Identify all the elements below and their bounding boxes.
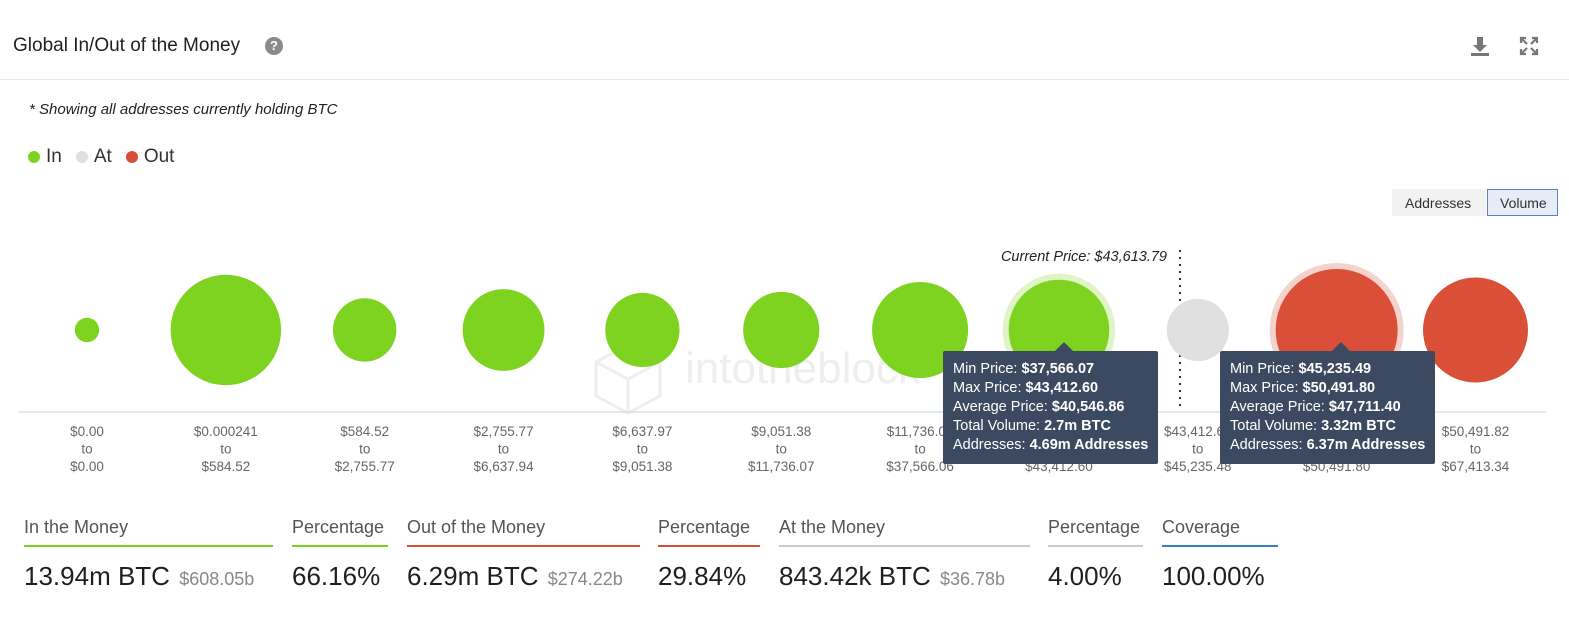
tooltip-row: Min Price: $37,566.07: [953, 361, 1095, 377]
x-tick-separator: to: [637, 442, 648, 457]
x-tick-to: $6,637.94: [474, 459, 535, 474]
x-tick-to: $67,413.34: [1442, 459, 1510, 474]
stat-label: Percentage: [1048, 517, 1143, 547]
tooltip-row: Total Volume: 2.7m BTC: [953, 418, 1111, 434]
stat-usd-value: $608.05b: [179, 569, 255, 589]
stat-label: In the Money: [24, 517, 273, 547]
x-tick-to: $9,051.38: [612, 459, 672, 474]
stat-label: Percentage: [658, 517, 760, 547]
x-tick-from: $2,755.77: [474, 424, 534, 439]
legend-item-at[interactable]: At: [75, 146, 112, 168]
x-tick-from: $11,736.07: [887, 424, 954, 439]
stat-usd-value: $36.78b: [939, 569, 1006, 589]
stat-at-percentage: Percentage 4.00%: [1048, 517, 1143, 592]
holding-note: * Showing all addresses currently holdin…: [29, 101, 338, 118]
tooltip-bubble-8: Min Price: $37,566.07 Max Price: $43,412…: [943, 342, 1159, 464]
fullscreen-icon[interactable]: [1517, 34, 1541, 58]
stat-value: 29.84%: [658, 561, 747, 591]
stat-usd-value: $274.22b: [547, 569, 623, 589]
tooltip-row: Average Price: $40,546.86: [953, 399, 1125, 415]
x-tick-from: $0.00: [70, 424, 104, 439]
x-tick-separator: to: [914, 442, 925, 457]
tooltip-row: Addresses: 6.37m Addresses: [1230, 437, 1426, 453]
stat-value: 4.00%: [1048, 561, 1122, 591]
bubble-2[interactable]: [170, 274, 282, 386]
bubble-4[interactable]: [462, 289, 545, 371]
x-tick-to: $11,736.07: [748, 459, 815, 474]
x-tick-from: $50,491.82: [1442, 424, 1510, 439]
stat-value: 66.16%: [292, 561, 381, 591]
stat-label: Percentage: [292, 517, 388, 547]
x-tick-to: $0.00: [70, 459, 104, 474]
legend-item-out[interactable]: Out: [125, 146, 175, 168]
legend-dot-in: [28, 151, 40, 163]
x-tick-to: $2,755.77: [335, 459, 395, 474]
x-tick-separator: to: [498, 442, 509, 457]
x-tick-separator: to: [359, 442, 370, 457]
x-tick-separator: to: [776, 442, 787, 457]
x-tick-separator: to: [1192, 442, 1203, 457]
stat-value: 843.42k BTC $36.78b: [779, 561, 1006, 591]
x-tick-to: $584.52: [201, 459, 250, 474]
legend-dot-at: [75, 151, 88, 163]
stat-label: At the Money: [779, 517, 1030, 547]
legend-label-at: At: [93, 146, 112, 167]
chart-title: Global In/Out of the Money: [13, 35, 241, 56]
help-icon[interactable]: ?: [265, 37, 283, 55]
x-tick-separator: to: [81, 442, 92, 457]
bubble-11[interactable]: [1423, 277, 1528, 383]
stat-out-percentage: Percentage 29.84%: [658, 517, 760, 592]
stat-out-of-the-money: Out of the Money 6.29m BTC $274.22b: [407, 517, 640, 592]
x-tick-from: $9,051.38: [751, 424, 811, 439]
x-tick-from: $43,412.61: [1164, 424, 1232, 439]
volume-toggle-button[interactable]: Volume: [1487, 189, 1558, 216]
current-price-label: Current Price: $43,613.79: [1001, 249, 1167, 265]
stat-at-the-money: At the Money 843.42k BTC $36.78b: [779, 517, 1030, 592]
x-tick-to: $45,235.48: [1164, 459, 1232, 474]
legend-dot-out: [125, 151, 138, 163]
bubble-5[interactable]: [605, 292, 680, 368]
x-tick-separator: to: [1470, 442, 1481, 457]
stat-label: Coverage: [1162, 517, 1278, 547]
addresses-toggle-button[interactable]: Addresses: [1392, 189, 1486, 216]
stat-in-percentage: Percentage 66.16%: [292, 517, 388, 592]
chart-header: Global In/Out of the Money ?: [0, 0, 1569, 80]
bubble-1[interactable]: [74, 317, 100, 343]
bubble-6[interactable]: [743, 291, 820, 369]
bubble-9[interactable]: [1166, 298, 1229, 362]
tooltip-row: Average Price: $47,711.40: [1230, 399, 1401, 415]
tooltip-row: Max Price: $43,412.60: [953, 380, 1099, 396]
download-icon[interactable]: [1468, 34, 1492, 58]
stat-coverage: Coverage 100.00%: [1162, 517, 1278, 592]
bubble-3[interactable]: [333, 298, 397, 362]
legend-item-in[interactable]: In: [28, 146, 62, 168]
stat-value: 6.29m BTC $274.22b: [407, 561, 623, 591]
stat-value: 100.00%: [1162, 561, 1265, 591]
tooltip-bubble-10: Min Price: $45,235.49 Max Price: $50,491…: [1220, 342, 1436, 464]
x-tick-from: $6,637.97: [612, 424, 672, 439]
stat-label: Out of the Money: [407, 517, 640, 547]
x-tick-separator: to: [220, 442, 231, 457]
tooltip-row: Max Price: $50,491.80: [1230, 380, 1376, 396]
tooltip-row: Min Price: $45,235.49: [1230, 361, 1372, 377]
stat-in-the-money: In the Money 13.94m BTC $608.05b: [24, 517, 273, 592]
legend: In At Out: [28, 146, 174, 168]
x-tick-from: $0.000241: [194, 424, 258, 439]
legend-label-out: Out: [143, 146, 175, 167]
legend-label-in: In: [46, 146, 62, 167]
stat-value: 13.94m BTC $608.05b: [24, 561, 255, 591]
x-tick-from: $584.52: [340, 424, 389, 439]
tooltip-row: Total Volume: 3.32m BTC: [1230, 418, 1397, 434]
tooltip-row: Addresses: 4.69m Addresses: [953, 437, 1149, 453]
x-tick-to: $37,566.06: [886, 459, 954, 474]
